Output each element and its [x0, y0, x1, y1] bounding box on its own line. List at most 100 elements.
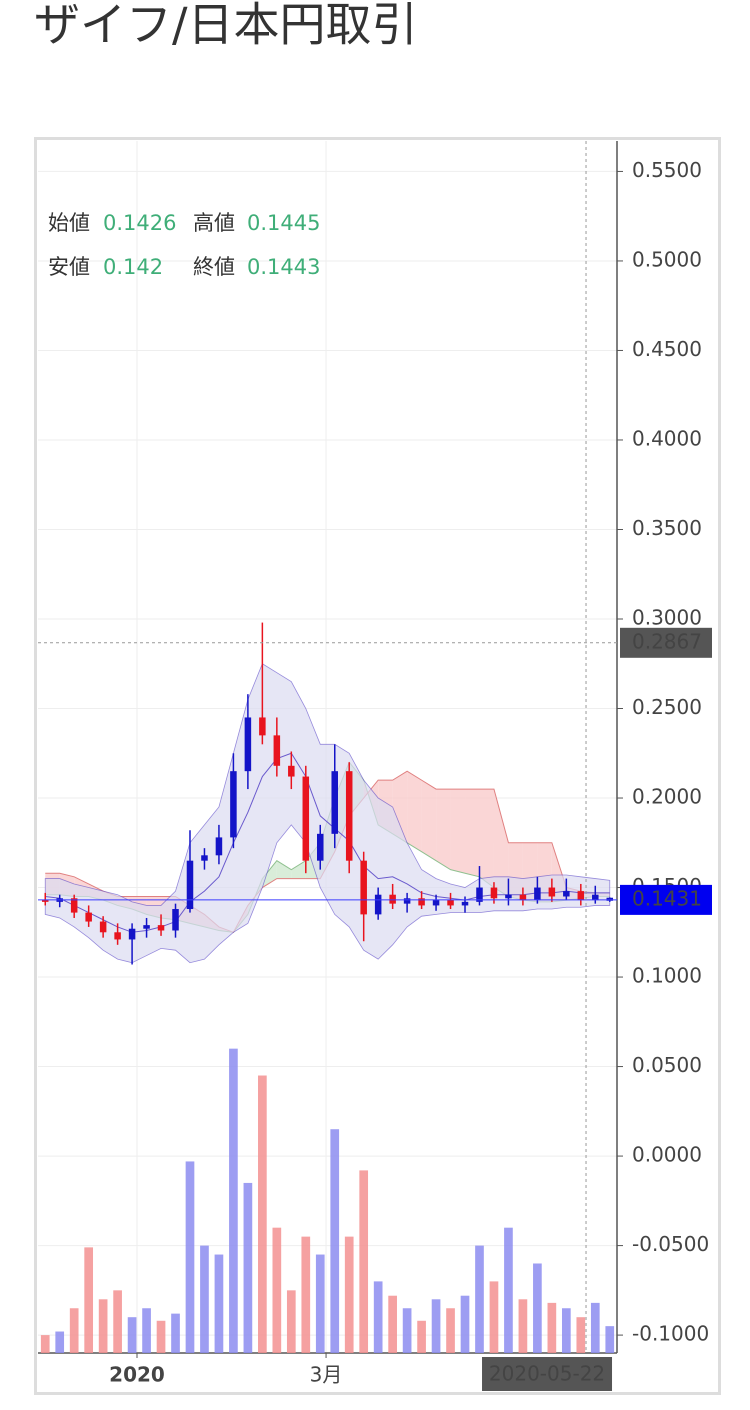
candle-body [128, 928, 136, 940]
volume-bar [446, 1308, 455, 1353]
y-tick-label: 0.2000 [632, 785, 702, 809]
volume-bar [388, 1295, 397, 1353]
cloud-segment [479, 789, 494, 888]
crosshair-x-label: 2020-05-22 [489, 1362, 605, 1386]
y-tick-label: 0.3000 [632, 605, 702, 629]
candle-body [461, 901, 469, 906]
volume-bar [561, 1308, 571, 1353]
last-price-box [620, 884, 712, 915]
candle-body [418, 898, 425, 906]
candle-body [563, 891, 570, 897]
candle-body [288, 765, 295, 777]
candle-body [389, 894, 396, 904]
candle-body [606, 897, 614, 901]
volume-bar [214, 1254, 224, 1353]
y-tick-label: 0.4500 [632, 337, 702, 361]
y-tick-label: 0.4000 [632, 426, 702, 450]
candle-body [432, 900, 440, 906]
volume-bar [402, 1308, 412, 1353]
candle-body [85, 912, 92, 922]
volume-bar [243, 1182, 253, 1353]
volume-bar [286, 1290, 296, 1353]
candle-body [447, 900, 454, 906]
legend-value: 0.1426 [103, 211, 176, 235]
candle-body [230, 771, 237, 838]
candle-body [99, 921, 107, 933]
page-title: ザイフ/日本円取引 [34, 0, 418, 52]
legend-value: 0.142 [103, 255, 163, 279]
cloud-segment [276, 860, 292, 879]
y-tick-label: -0.0500 [632, 1232, 709, 1256]
cloud-segment [262, 860, 277, 888]
volume-bar [127, 1317, 137, 1353]
volume-bar [373, 1281, 383, 1353]
volume-bar [171, 1313, 180, 1353]
y-tick-label: 0.2500 [632, 695, 702, 719]
y-tick-label: -0.1000 [632, 1322, 709, 1346]
volume-bar [475, 1245, 484, 1353]
volume-bar [359, 1170, 369, 1353]
x-tick-label: 3月 [310, 1363, 343, 1387]
volume-bar [229, 1048, 238, 1353]
volume-bar [417, 1320, 426, 1353]
cloud-segment [407, 771, 422, 852]
candle-body [41, 900, 49, 902]
band-area [44, 663, 611, 964]
volume-bar [590, 1302, 600, 1353]
crosshair-y-box [620, 627, 712, 658]
y-tick-label: 0.5000 [632, 247, 702, 271]
candle-body [302, 776, 310, 861]
candle-body [345, 771, 353, 861]
volume-bar [113, 1290, 122, 1353]
candle-body [317, 833, 324, 861]
candle-body [548, 887, 556, 897]
legend-label: 高値 [193, 211, 235, 235]
candle-body [519, 894, 527, 901]
volume-bar [69, 1308, 79, 1353]
volume-bar [55, 1331, 65, 1353]
candle-body [172, 909, 179, 931]
volume-bar [84, 1247, 94, 1353]
cloud-segment [421, 780, 437, 861]
volume-bar [533, 1263, 542, 1353]
legend-label: 始値 [48, 211, 90, 235]
volume-bar [431, 1299, 441, 1353]
volume-bar [489, 1281, 499, 1353]
candle-body [490, 887, 498, 899]
candle-body [403, 898, 411, 904]
crosshair-x-box [482, 1357, 613, 1391]
candle-body [273, 735, 281, 766]
candle-body [215, 837, 223, 856]
volume-bar [200, 1245, 209, 1353]
legend-value: 0.1445 [247, 211, 320, 235]
candle-body [360, 860, 367, 915]
candle-body [374, 894, 382, 915]
volume-bar [156, 1320, 166, 1353]
candle-body [143, 925, 150, 929]
volume-bar [576, 1317, 586, 1353]
last-price-label: 0.1431 [632, 886, 702, 910]
legend-label: 終値 [193, 255, 235, 279]
volume-bar [40, 1335, 50, 1353]
cloud-segment [291, 860, 306, 879]
candle-body [534, 887, 541, 901]
cloud-segment [436, 789, 451, 870]
volume-bar [315, 1254, 325, 1353]
volume-bar [142, 1308, 151, 1353]
crosshair-y-label: 0.2867 [632, 629, 702, 653]
candle-body [331, 771, 338, 834]
y-tick-label: 0.3500 [632, 516, 702, 540]
candle-body [592, 894, 599, 901]
y-tick-label: 0.5500 [632, 158, 702, 182]
chart-frame [34, 137, 721, 1395]
moving-average [45, 752, 610, 933]
cloud-segment [493, 789, 509, 897]
candle-body [157, 925, 165, 931]
volume-bar [185, 1161, 195, 1353]
volume-bar [301, 1236, 311, 1353]
volume-bar [504, 1227, 513, 1353]
volume-bar [344, 1236, 354, 1353]
cloud-segment [450, 789, 466, 874]
volume-bar [330, 1129, 340, 1353]
